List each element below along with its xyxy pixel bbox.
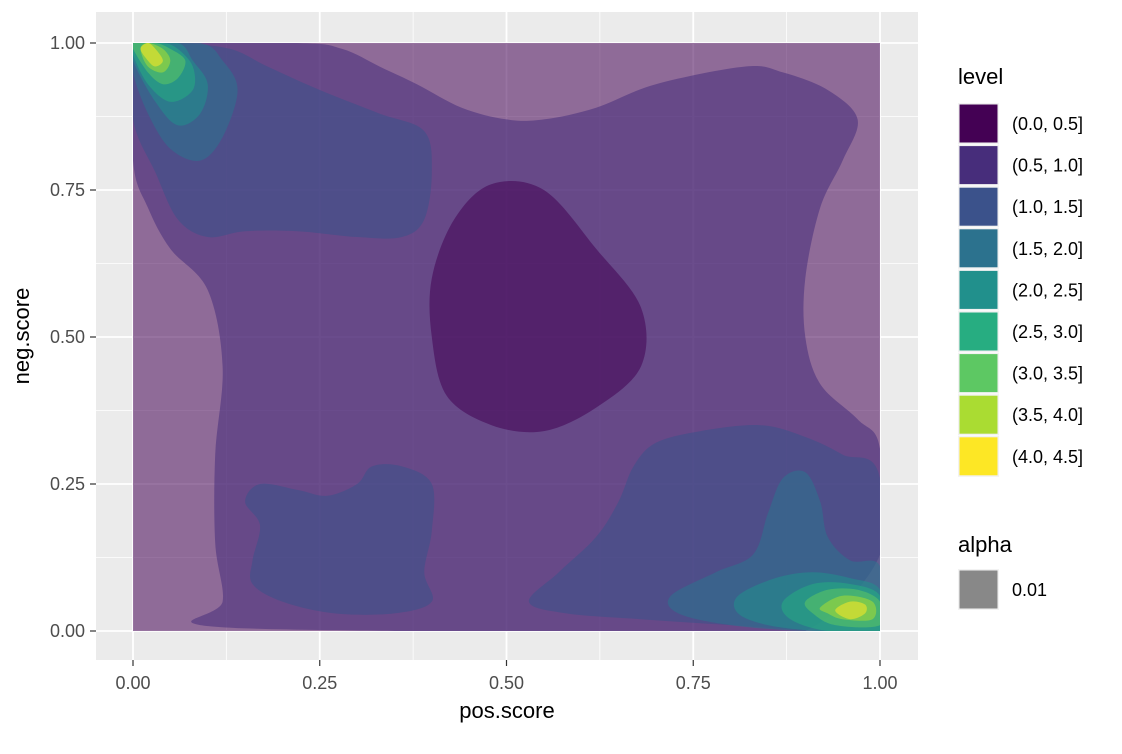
y-tick-label: 0.50 bbox=[50, 327, 85, 347]
legend-swatch bbox=[959, 395, 998, 434]
contour-region-level-2 bbox=[245, 464, 435, 615]
legend-label: (2.5, 3.0] bbox=[1012, 322, 1083, 342]
legend-label: (3.5, 4.0] bbox=[1012, 405, 1083, 425]
legend-swatch bbox=[959, 437, 998, 476]
alpha-legend-label: 0.01 bbox=[1012, 580, 1047, 600]
contour-region-level-0 bbox=[429, 180, 647, 433]
legend-swatch bbox=[959, 270, 998, 309]
level-legend-title: level bbox=[958, 64, 1003, 89]
contour-region-level-8 bbox=[835, 601, 867, 620]
legend-label: (0.0, 0.5] bbox=[1012, 114, 1083, 134]
legend-label: (2.0, 2.5] bbox=[1012, 280, 1083, 300]
legend-swatch bbox=[959, 104, 998, 143]
legend-swatch bbox=[959, 187, 998, 226]
contour-regions bbox=[133, 43, 880, 631]
alpha-legend-items: 0.01 bbox=[958, 569, 1047, 610]
y-tick-label: 0.00 bbox=[50, 621, 85, 641]
legend-swatch bbox=[959, 229, 998, 268]
x-tick-label: 0.25 bbox=[302, 673, 337, 693]
y-axis-title: neg.score bbox=[9, 288, 34, 385]
y-tick-label: 1.00 bbox=[50, 33, 85, 53]
contour-region-group bbox=[133, 43, 880, 631]
legend-label: (0.5, 1.0] bbox=[1012, 156, 1083, 176]
x-tick-label: 1.00 bbox=[862, 673, 897, 693]
legend: level (0.0, 0.5] (0.5, 1.0] (1.0, 1.5] (1.5… bbox=[958, 64, 1083, 610]
level-legend-items: (0.0, 0.5] (0.5, 1.0] (1.0, 1.5] (1.5, 2.0]… bbox=[958, 103, 1083, 477]
x-tick-label: 0.00 bbox=[115, 673, 150, 693]
alpha-legend-title: alpha bbox=[958, 532, 1013, 557]
legend-swatch bbox=[959, 312, 998, 351]
legend-label: (1.0, 1.5] bbox=[1012, 197, 1083, 217]
x-tick-label: 0.50 bbox=[489, 673, 524, 693]
legend-label: (4.0, 4.5] bbox=[1012, 447, 1083, 467]
y-tick-label: 0.25 bbox=[50, 474, 85, 494]
x-axis-title: pos.score bbox=[459, 698, 554, 723]
legend-label: (3.0, 3.5] bbox=[1012, 364, 1083, 384]
legend-label: (1.5, 2.0] bbox=[1012, 239, 1083, 259]
contour-region-level-8 bbox=[140, 43, 163, 67]
legend-swatch bbox=[959, 146, 998, 185]
x-tick-label: 0.75 bbox=[676, 673, 711, 693]
y-tick-label: 0.75 bbox=[50, 180, 85, 200]
legend-swatch bbox=[959, 354, 998, 393]
alpha-legend-swatch bbox=[959, 570, 998, 609]
axes: 0.00 0.25 0.50 0.75 1.00 0.00 0.25 0.50 0.75 1.00 bbox=[50, 33, 898, 693]
